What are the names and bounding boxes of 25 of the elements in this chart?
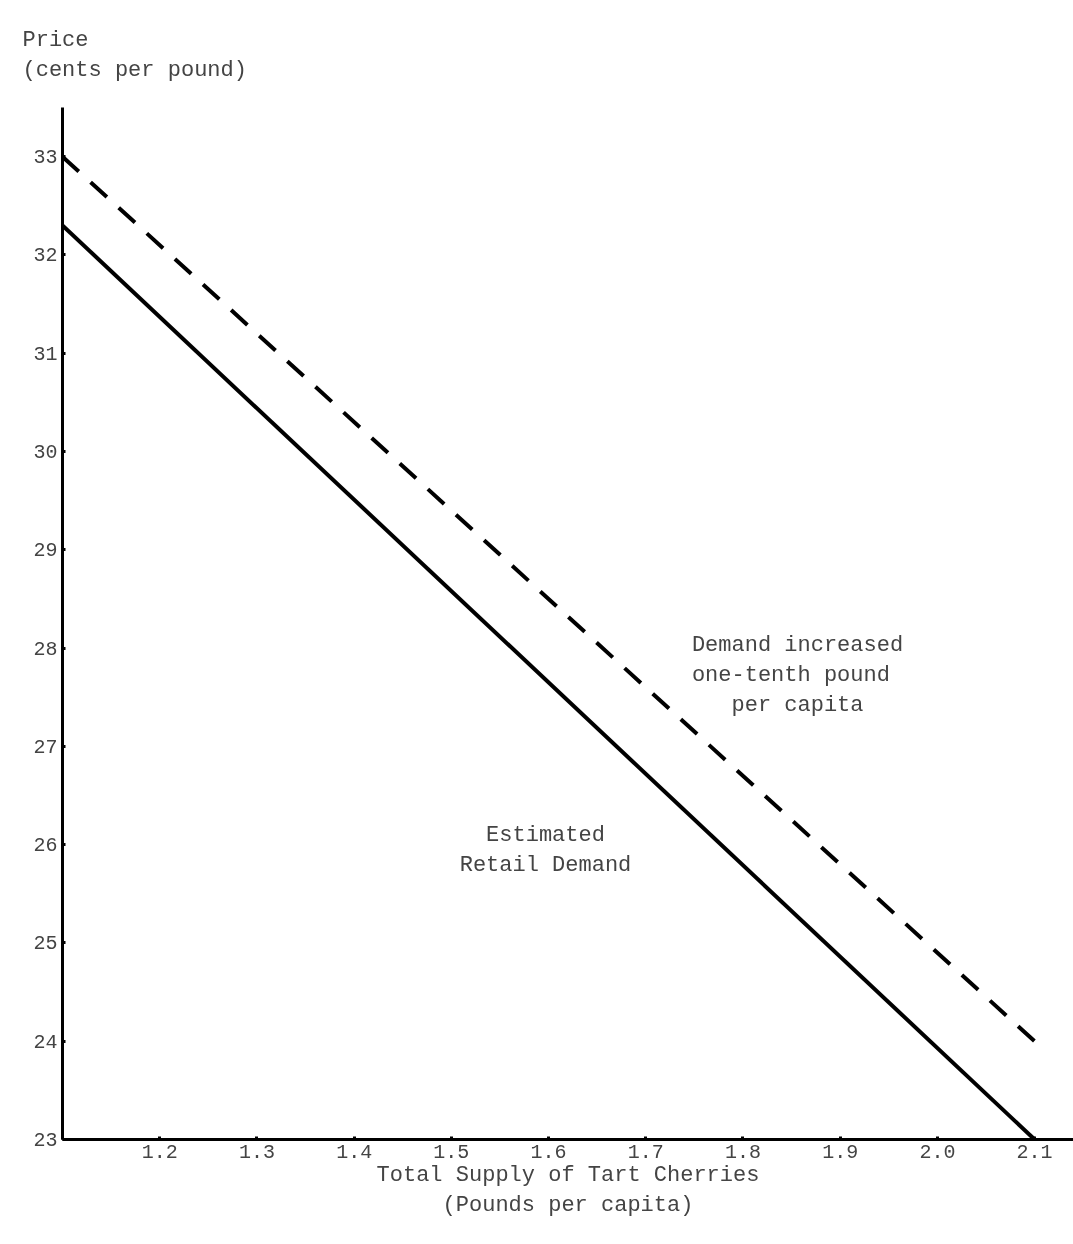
x-tick-label: 1.5	[433, 1140, 470, 1164]
y-axis-title: Price (cents per pound)	[22, 27, 247, 83]
y-tick-label: 30	[33, 441, 58, 464]
y-tick-label: 27	[33, 735, 58, 759]
x-tick-label: 1.9	[822, 1140, 859, 1164]
y-tick-label: 23	[33, 1129, 58, 1152]
y-tick-label: 32	[33, 244, 58, 268]
x-tick-label: 1.8	[724, 1140, 761, 1164]
x-tick-label: 2.0	[919, 1140, 956, 1164]
x-tick-label: 2.1	[1016, 1140, 1053, 1164]
x-tick-label: 1.3	[238, 1140, 275, 1164]
x-tick-label: 1.7	[627, 1140, 664, 1164]
x-tick-label: 1.2	[141, 1140, 178, 1164]
y-tick-label: 28	[33, 637, 58, 661]
annotation: Estimated Retail Demand	[459, 823, 632, 878]
annotation: Demand increased one-tenth pound per capita	[691, 633, 904, 718]
y-tick-label: 24	[33, 1030, 58, 1054]
x-tick-label: 1.6	[530, 1140, 567, 1164]
y-tick-label: 29	[33, 539, 58, 563]
x-axis-title: Total Supply of Tart Cherries (Pounds per capita)	[376, 1162, 760, 1218]
x-tick-label: 1.4	[336, 1140, 373, 1164]
y-tick-label: 31	[33, 342, 58, 366]
y-tick-label: 26	[33, 834, 58, 858]
y-tick-label: 25	[33, 932, 58, 956]
y-tick-label: 33	[33, 146, 58, 170]
